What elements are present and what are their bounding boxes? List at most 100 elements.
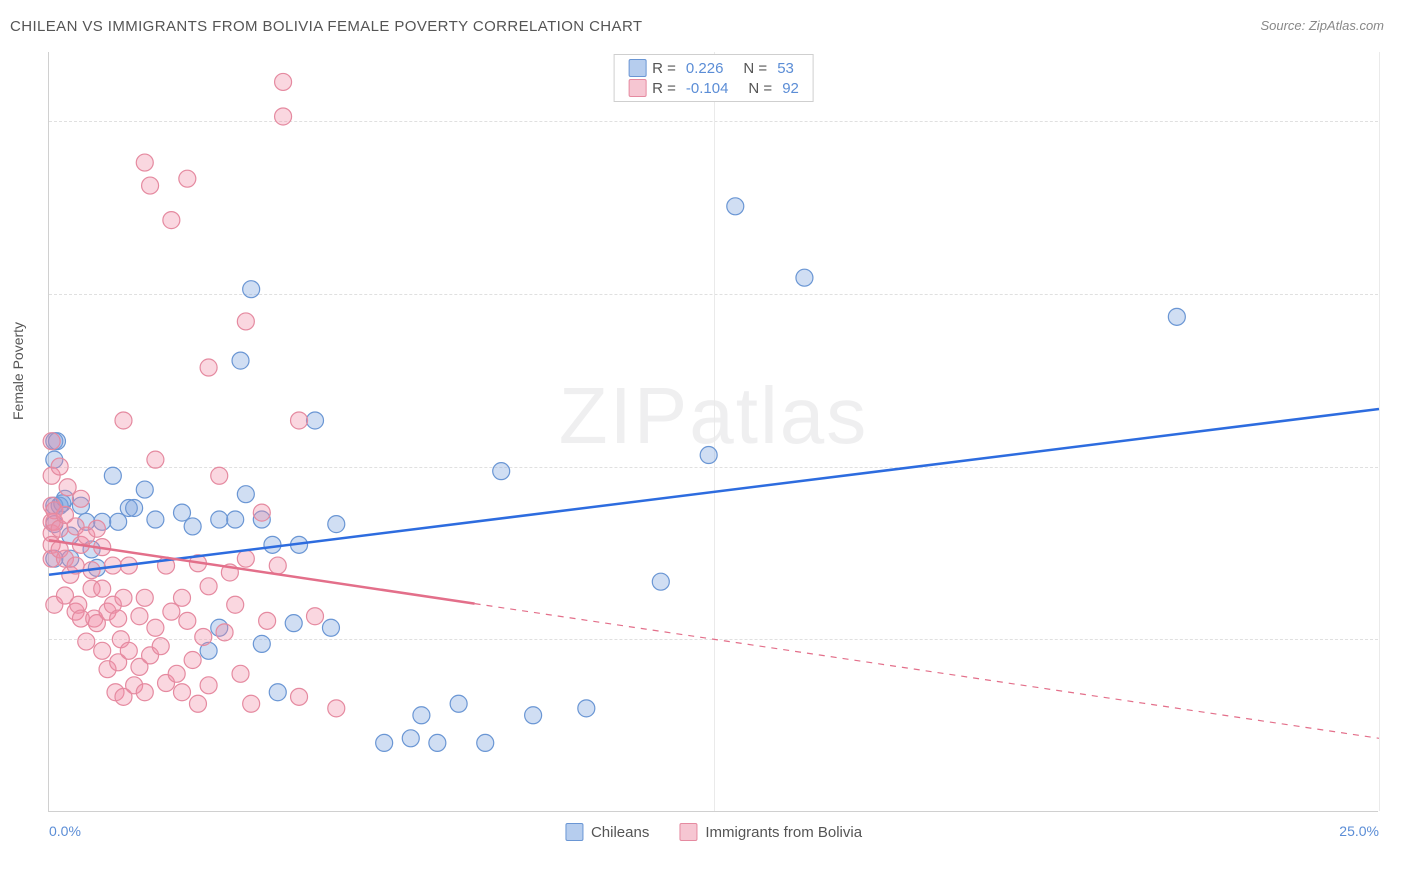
scatter-point-chileans xyxy=(232,352,249,369)
scatter-point-bolivia xyxy=(189,695,206,712)
scatter-point-bolivia xyxy=(195,628,212,645)
scatter-point-chileans xyxy=(700,447,717,464)
scatter-point-bolivia xyxy=(174,684,191,701)
legend-r-value-bolivia: -0.104 xyxy=(686,80,729,97)
scatter-point-bolivia xyxy=(200,578,217,595)
legend-series-item-bolivia: Immigrants from Bolivia xyxy=(679,823,862,841)
scatter-point-bolivia xyxy=(115,412,132,429)
legend-series-item-chileans: Chileans xyxy=(565,823,649,841)
x-tick-label: 25.0% xyxy=(1339,823,1379,839)
scatter-point-chileans xyxy=(253,635,270,652)
scatter-point-chileans xyxy=(227,511,244,528)
legend-swatch-chileans xyxy=(628,59,646,77)
scatter-point-chileans xyxy=(104,467,121,484)
scatter-point-chileans xyxy=(110,513,127,530)
legend-stats-row-chileans: R =0.226N =53 xyxy=(628,59,799,77)
scatter-point-chileans xyxy=(211,511,228,528)
scatter-point-bolivia xyxy=(200,677,217,694)
scatter-point-bolivia xyxy=(51,458,68,475)
scatter-point-bolivia xyxy=(163,212,180,229)
scatter-point-chileans xyxy=(184,518,201,535)
scatter-point-chileans xyxy=(126,500,143,517)
scatter-point-bolivia xyxy=(59,479,76,496)
legend-series-label-chileans: Chileans xyxy=(591,824,649,841)
scatter-point-bolivia xyxy=(237,550,254,567)
scatter-point-bolivia xyxy=(168,665,185,682)
y-axis-label: Female Poverty xyxy=(10,322,26,420)
scatter-point-bolivia xyxy=(88,520,105,537)
scatter-point-chileans xyxy=(578,700,595,717)
scatter-point-bolivia xyxy=(291,412,308,429)
scatter-point-bolivia xyxy=(43,433,60,450)
scatter-point-bolivia xyxy=(184,652,201,669)
x-tick-label: 0.0% xyxy=(49,823,81,839)
scatter-point-chileans xyxy=(429,734,446,751)
scatter-point-bolivia xyxy=(179,612,196,629)
scatter-point-chileans xyxy=(243,281,260,298)
scatter-point-bolivia xyxy=(227,596,244,613)
scatter-point-bolivia xyxy=(275,108,292,125)
scatter-point-chileans xyxy=(727,198,744,215)
scatter-point-bolivia xyxy=(142,177,159,194)
scatter-point-chileans xyxy=(450,695,467,712)
scatter-point-bolivia xyxy=(163,603,180,620)
scatter-point-chileans xyxy=(147,511,164,528)
scatter-point-bolivia xyxy=(211,467,228,484)
scatter-point-bolivia xyxy=(131,608,148,625)
scatter-point-chileans xyxy=(413,707,430,724)
scatter-point-bolivia xyxy=(152,638,169,655)
scatter-point-chileans xyxy=(477,734,494,751)
scatter-point-chileans xyxy=(525,707,542,724)
scatter-point-bolivia xyxy=(307,608,324,625)
chart-title: CHILEAN VS IMMIGRANTS FROM BOLIVIA FEMAL… xyxy=(10,18,642,35)
scatter-point-chileans xyxy=(322,619,339,636)
legend-n-value-bolivia: 92 xyxy=(782,80,799,97)
scatter-point-bolivia xyxy=(72,490,89,507)
scatter-point-bolivia xyxy=(328,700,345,717)
scatter-point-chileans xyxy=(269,684,286,701)
scatter-point-chileans xyxy=(652,573,669,590)
scatter-point-bolivia xyxy=(269,557,286,574)
scatter-point-chileans xyxy=(285,615,302,632)
legend-r-label: R = xyxy=(652,80,676,97)
scatter-point-bolivia xyxy=(110,610,127,627)
chart-zone: ZIPatlas R =0.226N =53R =-0.104N =92 7.5… xyxy=(48,52,1378,812)
scatter-point-bolivia xyxy=(179,170,196,187)
y-tick-label: 22.5% xyxy=(1390,286,1406,302)
scatter-point-bolivia xyxy=(291,688,308,705)
legend-series-label-bolivia: Immigrants from Bolivia xyxy=(705,824,862,841)
scatter-point-bolivia xyxy=(136,589,153,606)
scatter-point-bolivia xyxy=(120,642,137,659)
regression-line-bolivia-extrapolated xyxy=(475,604,1379,739)
scatter-point-chileans xyxy=(796,269,813,286)
scatter-point-chileans xyxy=(376,734,393,751)
scatter-point-bolivia xyxy=(243,695,260,712)
scatter-point-bolivia xyxy=(115,589,132,606)
scatter-point-bolivia xyxy=(78,633,95,650)
legend-series: Chileans Immigrants from Bolivia xyxy=(565,823,862,841)
scatter-point-bolivia xyxy=(136,154,153,171)
plot-svg xyxy=(49,52,1379,812)
scatter-point-bolivia xyxy=(94,580,111,597)
scatter-point-bolivia xyxy=(259,612,276,629)
legend-r-label: R = xyxy=(652,60,676,77)
scatter-point-chileans xyxy=(237,486,254,503)
scatter-point-chileans xyxy=(136,481,153,498)
scatter-point-bolivia xyxy=(216,624,233,641)
scatter-point-chileans xyxy=(307,412,324,429)
scatter-point-bolivia xyxy=(237,313,254,330)
legend-n-value-chileans: 53 xyxy=(777,60,794,77)
legend-stats: R =0.226N =53R =-0.104N =92 xyxy=(613,54,814,102)
scatter-point-bolivia xyxy=(275,73,292,90)
legend-n-label: N = xyxy=(748,80,772,97)
scatter-point-bolivia xyxy=(232,665,249,682)
title-bar: CHILEAN VS IMMIGRANTS FROM BOLIVIA FEMAL… xyxy=(10,18,1396,38)
source-attribution: Source: ZipAtlas.com xyxy=(1260,18,1384,33)
scatter-point-chileans xyxy=(1168,308,1185,325)
y-tick-label: 30.0% xyxy=(1390,113,1406,129)
scatter-point-chileans xyxy=(264,536,281,553)
legend-swatch-bolivia xyxy=(628,79,646,97)
scatter-point-bolivia xyxy=(253,504,270,521)
y-tick-label: 15.0% xyxy=(1390,459,1406,475)
scatter-point-bolivia xyxy=(200,359,217,376)
